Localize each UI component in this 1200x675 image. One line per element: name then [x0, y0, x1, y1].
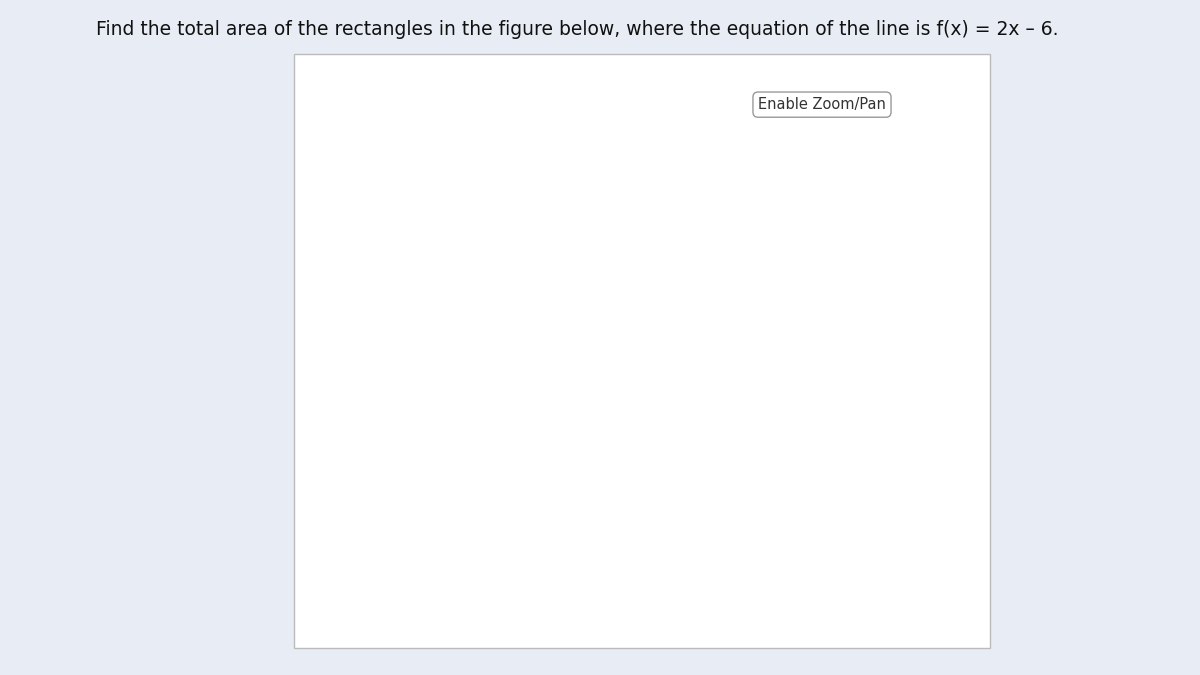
- Text: 12: 12: [822, 545, 841, 560]
- Bar: [671, 433, 694, 529]
- Text: Find the total area of the rectangles in the figure below, where the equation of: Find the total area of the rectangles in…: [96, 20, 1058, 39]
- Text: 8: 8: [734, 545, 744, 560]
- Bar: [648, 481, 671, 529]
- Text: 16: 16: [524, 136, 545, 151]
- Text: 16: 16: [913, 545, 932, 560]
- Bar: [694, 384, 716, 529]
- Text: Enable Zoom/Pan: Enable Zoom/Pan: [758, 97, 886, 112]
- Text: 8: 8: [534, 329, 545, 344]
- Text: x: x: [961, 545, 972, 564]
- Text: 4: 4: [534, 425, 545, 440]
- Text: 12: 12: [524, 232, 545, 248]
- Text: 4: 4: [643, 545, 653, 560]
- Text: y: y: [570, 94, 580, 112]
